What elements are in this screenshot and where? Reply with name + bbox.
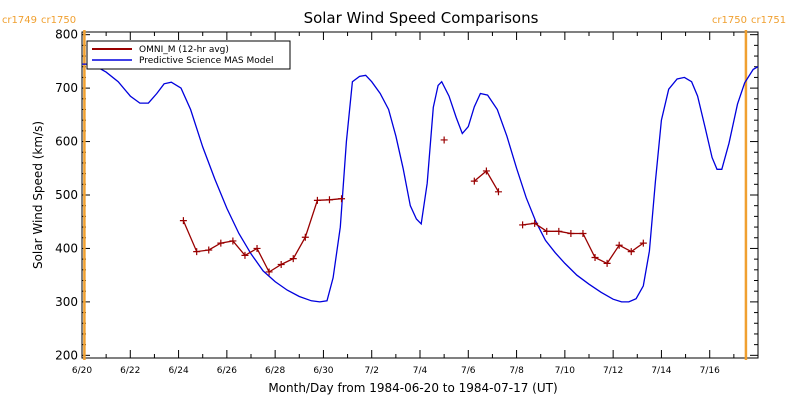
legend-label-mas-model: Predictive Science MAS Model [139, 56, 274, 66]
omni-data-point [277, 260, 285, 268]
omni-data-point [289, 255, 297, 263]
plot-frame [81, 31, 759, 359]
omni-data-point [482, 167, 490, 175]
omni-data-point [325, 196, 333, 204]
carrington-label-left-2: cr1750 [712, 15, 747, 26]
x-tick-label-9: 7/8 [509, 366, 524, 376]
legend-label-omni: OMNI_M (12-hr avg) [139, 45, 229, 55]
series-line-mas-model [82, 63, 759, 303]
y-axis-label: Solar Wind Speed (km/s) [31, 121, 45, 269]
x-tick-label-10: 7/10 [555, 366, 575, 376]
x-tick-label-4: 6/28 [265, 366, 285, 376]
omni-data-point [241, 251, 249, 259]
plot-area: 200 300 400 500 600 700 800 6/20 6/22 6/24 6/26 6/2… [55, 28, 759, 376]
x-tick-label-0: 6/20 [72, 366, 92, 376]
y-tick-label-400: 400 [55, 241, 78, 255]
omni-data-point [494, 188, 502, 196]
carrington-label-right-1: cr1750 [41, 15, 76, 26]
omni-data-point [615, 241, 623, 249]
omni-data-point [627, 248, 635, 256]
x-tick-label-7: 7/4 [413, 366, 428, 376]
series-line-omni-segment-0 [182, 198, 342, 273]
omni-data-point [179, 217, 187, 225]
series-line-omni-segment-3 [522, 222, 644, 265]
legend-box [86, 40, 291, 70]
y-tick-label-300: 300 [55, 295, 78, 309]
omni-data-point [301, 233, 309, 241]
x-tick-label-8: 7/6 [461, 366, 476, 376]
y-tick-label-700: 700 [55, 81, 78, 95]
omni-data-point [193, 248, 201, 256]
omni-data-point [217, 239, 225, 247]
x-tick-label-2: 6/24 [168, 366, 188, 376]
y-tick-label-800: 800 [55, 28, 78, 42]
omni-data-point [531, 219, 539, 227]
y-tick-label-600: 600 [55, 135, 78, 149]
omni-data-point [591, 254, 599, 262]
carrington-label-right-2: cr1751 [751, 15, 786, 26]
omni-data-point [440, 136, 448, 144]
x-tick-label-3: 6/26 [217, 366, 237, 376]
omni-data-point [229, 237, 237, 245]
omni-data-point [555, 227, 563, 235]
x-tick-label-11: 7/12 [603, 366, 623, 376]
omni-data-point [579, 229, 587, 237]
carrington-label-left-1: cr1749 [2, 15, 37, 26]
omni-data-point [338, 195, 346, 203]
omni-data-point [313, 196, 321, 204]
x-tick-label-5: 6/30 [313, 366, 333, 376]
omni-data-point [519, 221, 527, 229]
chart-title: Solar Wind Speed Comparisons [304, 9, 539, 27]
omni-data-point [265, 268, 273, 276]
y-tick-label-500: 500 [55, 188, 78, 202]
y-tick-label-200: 200 [55, 348, 78, 362]
omni-data-point [543, 227, 551, 235]
omni-data-point [567, 229, 575, 237]
x-tick-label-6: 7/2 [364, 366, 378, 376]
legend: OMNI_M (12-hr avg) Predictive Science MA… [86, 40, 291, 70]
x-tick-label-12: 7/14 [651, 366, 671, 376]
omni-data-point [470, 177, 478, 185]
x-tick-label-13: 7/16 [700, 366, 720, 376]
x-axis-label: Month/Day from 1984-06-20 to 1984-07-17 … [268, 381, 557, 395]
omni-data-point [253, 244, 261, 252]
omni-data-point [639, 239, 647, 247]
omni-data-point [205, 246, 213, 254]
omni-data-point [603, 259, 611, 267]
x-tick-label-1: 6/22 [120, 366, 140, 376]
